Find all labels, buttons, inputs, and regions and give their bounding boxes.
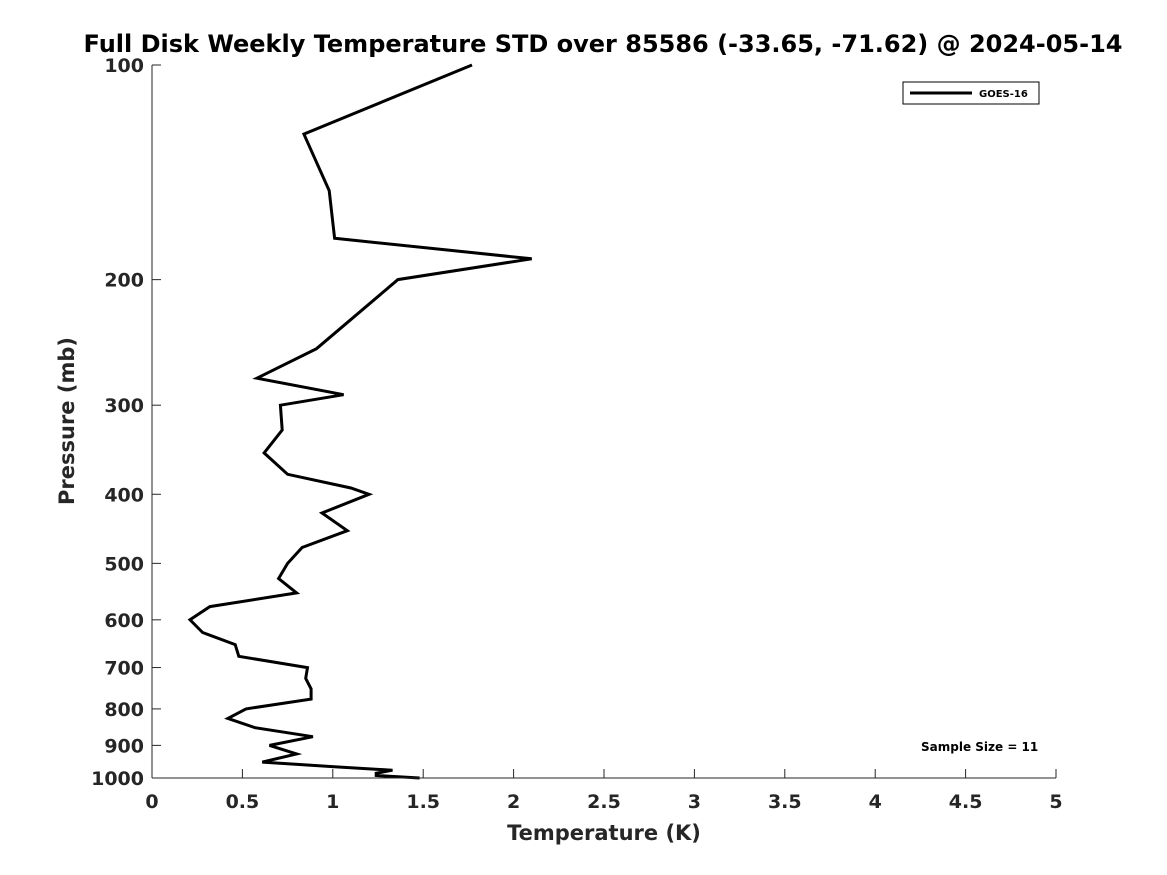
x-tick-label: 2 — [507, 791, 520, 813]
x-axis-label: Temperature (K) — [507, 821, 701, 845]
x-tick-label: 3.5 — [768, 791, 802, 813]
legend-entry-goes-16: GOES-16 — [979, 89, 1028, 100]
y-tick-label: 600 — [104, 610, 144, 632]
chart-title: Full Disk Weekly Temperature STD over 85… — [84, 30, 1123, 58]
y-tick-label: 300 — [104, 395, 144, 417]
sample-size-annotation: Sample Size = 11 — [921, 740, 1038, 754]
x-tick-label: 4.5 — [949, 791, 983, 813]
y-tick-label: 1000 — [91, 768, 144, 790]
y-tick-label: 700 — [104, 658, 144, 680]
x-tick-label: 5 — [1049, 791, 1062, 813]
x-tick-label: 1 — [326, 791, 339, 813]
x-tick-label: 2.5 — [587, 791, 621, 813]
y-axis: 100 200 300 400 500 600 700 800 900 1000 — [91, 55, 161, 790]
y-tick-label: 500 — [104, 553, 144, 575]
legend: GOES-16 — [902, 81, 1040, 105]
y-tick-label: 400 — [104, 484, 144, 506]
y-tick-label: 200 — [104, 270, 144, 292]
plot-area — [187, 63, 532, 780]
x-tick-label: 3 — [688, 791, 701, 813]
x-tick-label: 4 — [869, 791, 882, 813]
series-line-goes-16 — [187, 63, 532, 780]
y-tick-label: 100 — [104, 55, 144, 77]
y-tick-label: 900 — [104, 735, 144, 757]
y-axis-label: Pressure (mb) — [55, 337, 79, 505]
x-axis: 0 0.5 1 1.5 2 2.5 3 3.5 4 4.5 5 — [145, 769, 1063, 813]
y-tick-label: 800 — [104, 699, 144, 721]
x-tick-label: 0 — [145, 791, 158, 813]
x-tick-label: 1.5 — [406, 791, 440, 813]
x-tick-label: 0.5 — [226, 791, 260, 813]
